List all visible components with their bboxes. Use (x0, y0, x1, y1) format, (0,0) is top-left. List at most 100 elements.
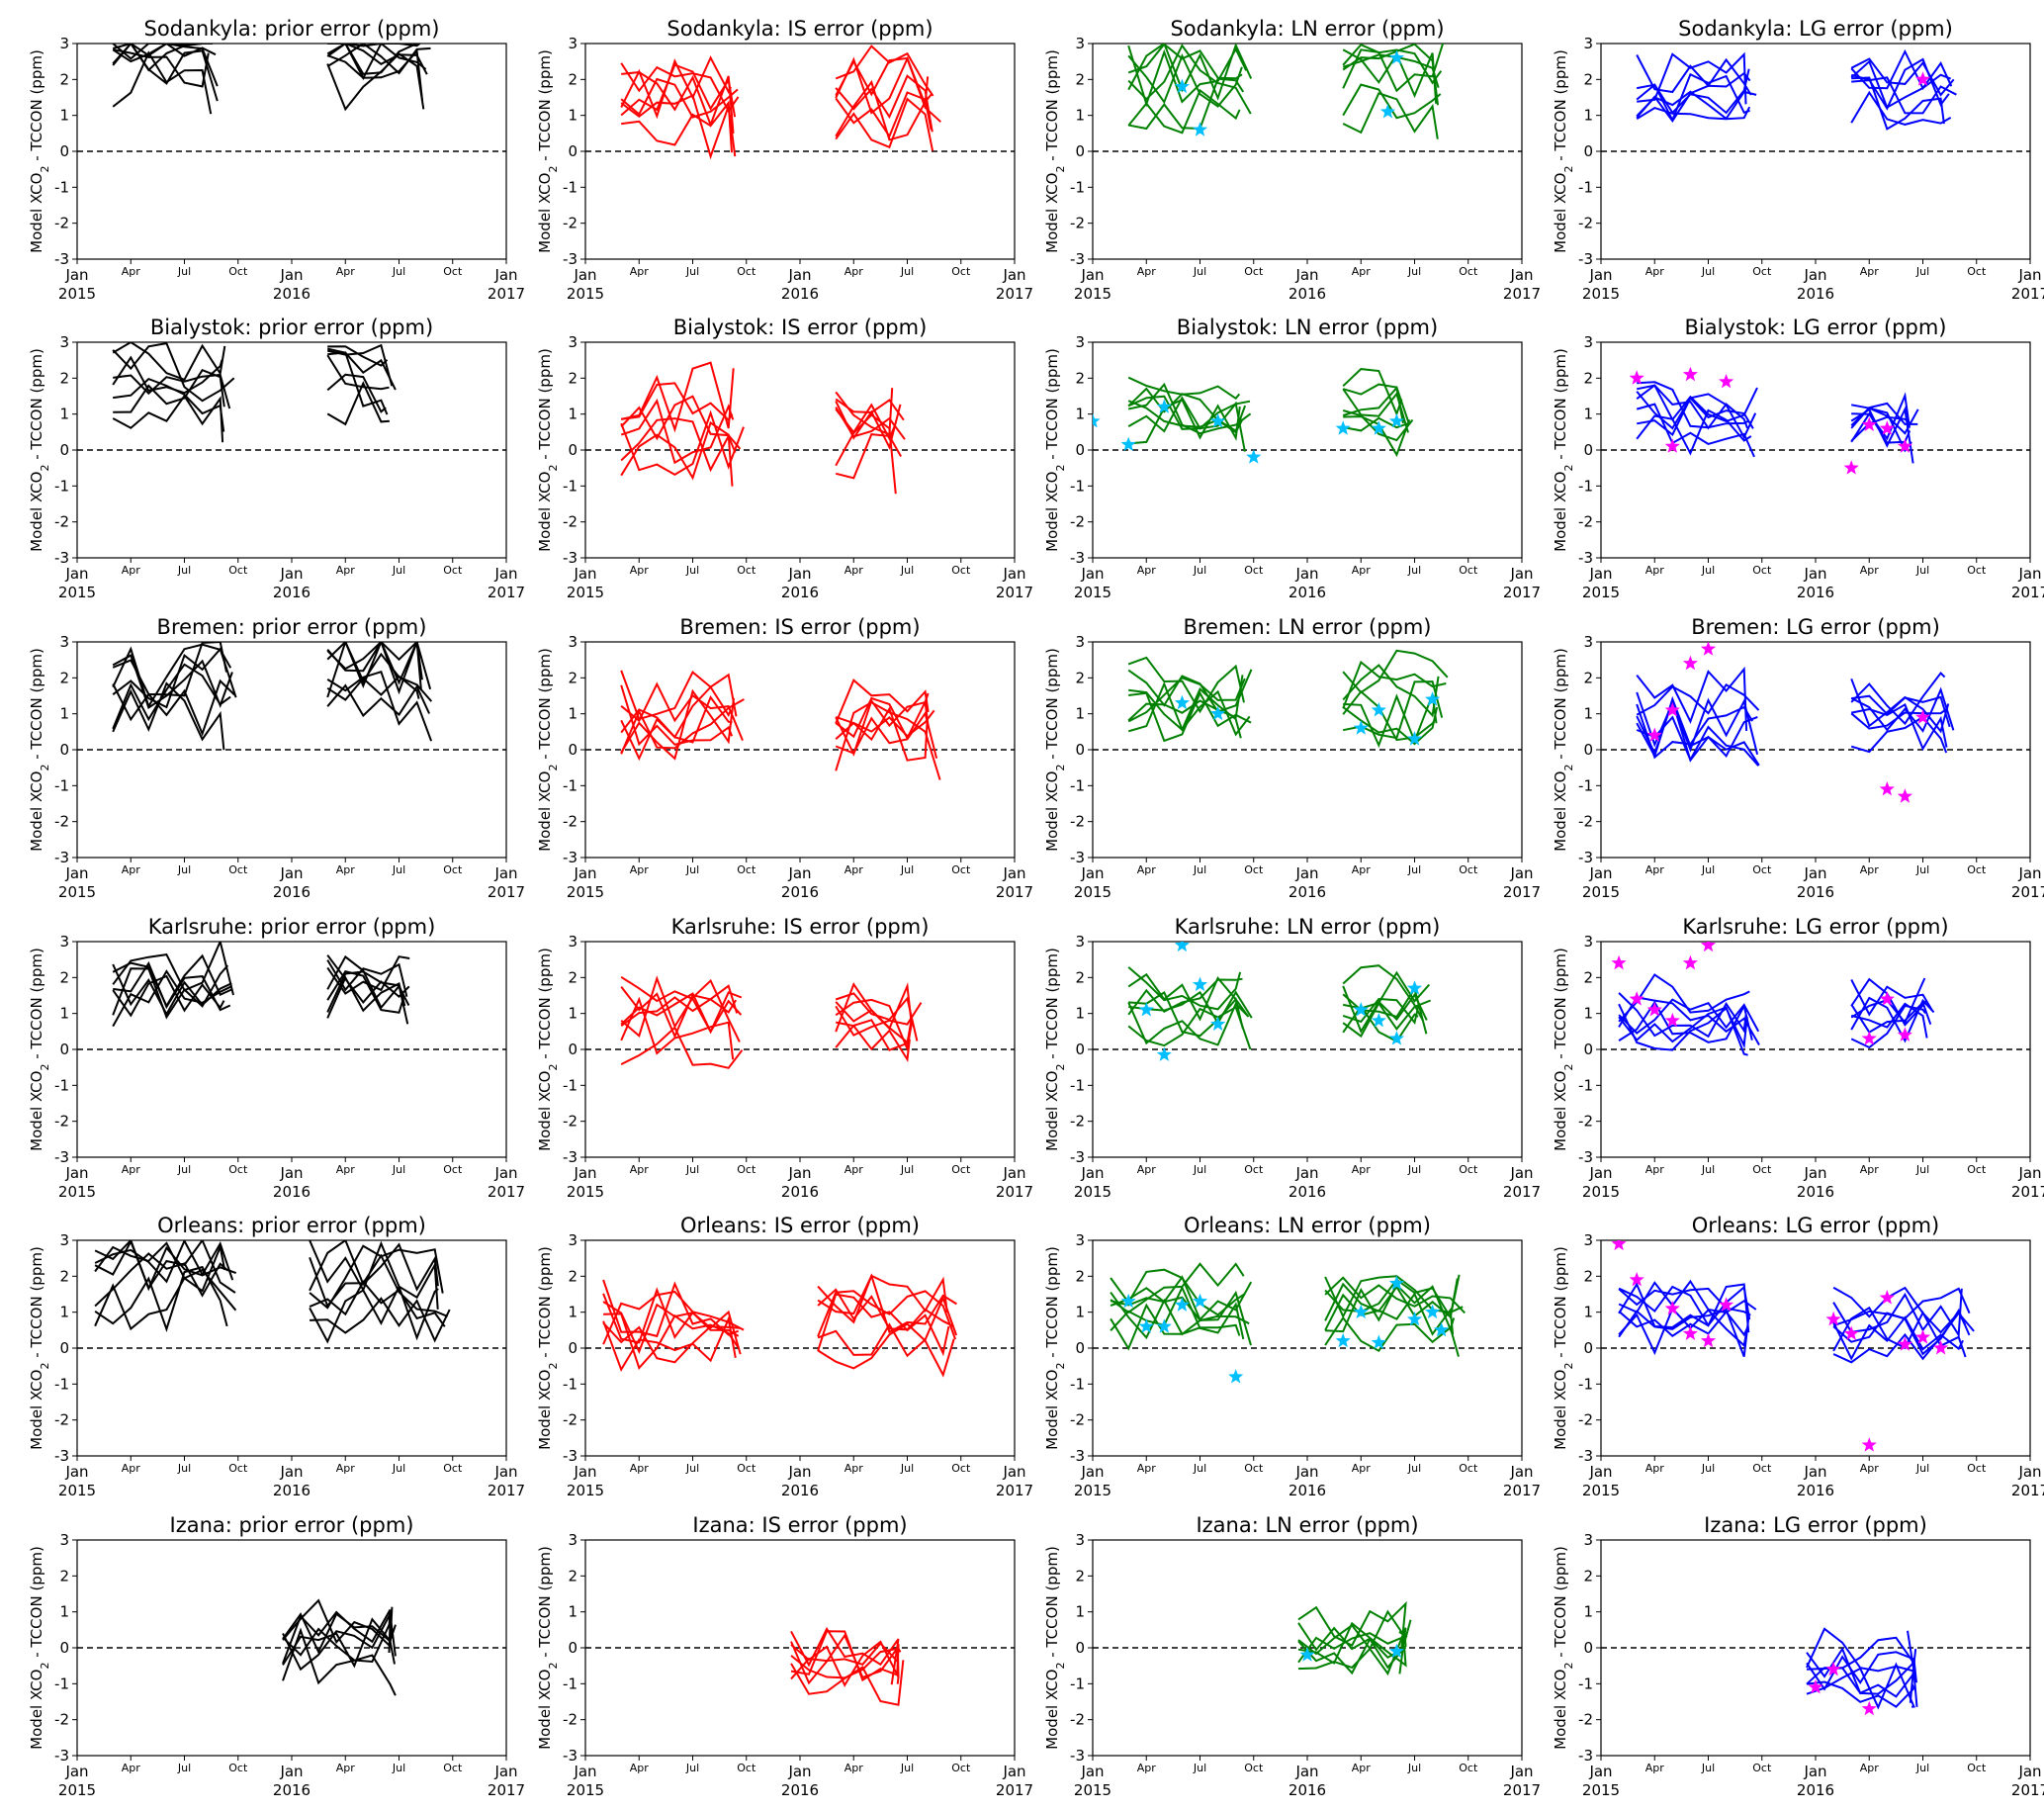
y-tick-label: 3 (1075, 35, 1085, 52)
x-tick-label: Oct (1967, 564, 1987, 577)
ensemble-line (326, 670, 433, 742)
ensemble-line (1127, 675, 1244, 722)
ensemble-line (602, 1315, 737, 1373)
x-tick-label: Jan (1294, 565, 1318, 583)
x-tick-label: Oct (1459, 265, 1478, 278)
x-tick-label: Apr (1137, 564, 1157, 577)
x-tick-label: Jan (573, 1463, 596, 1481)
ensemble-line (835, 992, 919, 1041)
observation-star (1719, 1297, 1734, 1312)
ensemble-line (620, 670, 738, 721)
x-year-label: 2016 (273, 1482, 311, 1499)
ensemble-line (835, 998, 913, 1053)
y-tick-label: -2 (54, 215, 69, 232)
x-tick-label: Jan (279, 1463, 303, 1481)
y-tick-label: 3 (568, 1231, 578, 1249)
ensemble-line (1850, 708, 1947, 730)
ensemble-line (1636, 90, 1757, 121)
x-tick-label: Apr (122, 1163, 141, 1176)
y-tick-label: -1 (1578, 1076, 1593, 1094)
ensemble-line (1127, 669, 1253, 713)
y-tick-label: 1 (1583, 1603, 1593, 1621)
x-tick-label: Jan (64, 1164, 88, 1182)
y-tick-label: -1 (54, 776, 69, 794)
y-tick-label: 1 (59, 705, 69, 723)
ensemble-line (94, 1240, 234, 1284)
y-tick-label: 3 (1075, 1231, 1085, 1249)
ensemble-line (1636, 666, 1748, 732)
x-tick-label: Jan (2017, 1164, 2041, 1182)
ensemble-line (835, 91, 933, 138)
ensemble-line (835, 1002, 923, 1037)
x-tick-label: Jan (1002, 1164, 1025, 1182)
ensemble-line (1851, 404, 1919, 435)
x-tick-label: Jan (787, 1763, 811, 1780)
observation-star (1664, 438, 1680, 453)
y-tick-label: 3 (1075, 1531, 1085, 1549)
y-tick-label: 3 (1075, 633, 1085, 651)
observation-star (1646, 727, 1662, 742)
ensemble-line (790, 1642, 900, 1680)
observation-star (1425, 691, 1441, 706)
ensemble-line (112, 394, 224, 443)
x-tick-label: Jul (1915, 863, 1929, 876)
ensemble-line (112, 679, 235, 737)
ensemble-line (326, 959, 408, 997)
ensemble-line (620, 361, 735, 433)
y-tick-label: -3 (1578, 1447, 1593, 1465)
y-tick-label: -1 (1578, 178, 1593, 196)
x-tick-label: Jan (1509, 864, 1533, 882)
panel-title: Karlsruhe: LN error (ppm) (1175, 915, 1441, 939)
ensemble-line (1324, 1292, 1455, 1336)
observation-star (1192, 122, 1208, 136)
ensemble-line (1297, 1627, 1407, 1676)
observation-star (1335, 1332, 1351, 1348)
observation-star (1425, 1304, 1441, 1319)
x-tick-label: Jan (1294, 1463, 1318, 1481)
x-year-label: 2015 (58, 883, 96, 901)
ensemble-line (94, 1241, 226, 1293)
x-year-label: 2017 (488, 1183, 525, 1201)
y-tick-label: -2 (1070, 513, 1085, 531)
ensemble-line (835, 45, 934, 97)
ensemble-line (835, 692, 930, 757)
series-group (1110, 1262, 1466, 1384)
x-tick-label: Jan (1803, 1164, 1826, 1182)
observation-star (1808, 1679, 1823, 1694)
ensemble-line (112, 969, 231, 1028)
y-tick-label: 3 (1583, 633, 1593, 651)
y-tick-label: -3 (54, 1148, 69, 1166)
x-tick-label: Apr (1352, 863, 1372, 876)
ensemble-line (326, 642, 422, 690)
y-tick-label: 3 (568, 35, 578, 52)
x-year-label: 2015 (567, 1781, 604, 1799)
x-tick-label: Jul (1407, 564, 1421, 577)
y-axis-label: Model XCO2 - TCCON (ppm) (28, 348, 51, 552)
ensemble-line (326, 44, 421, 81)
x-tick-label: Oct (443, 1762, 463, 1774)
series-group (1127, 942, 1432, 1061)
x-tick-label: Jul (900, 863, 914, 876)
x-tick-label: Oct (1752, 564, 1772, 577)
x-tick-label: Jul (1701, 564, 1715, 577)
y-tick-label: 0 (1583, 142, 1593, 160)
y-tick-label: 2 (568, 669, 578, 686)
ensemble-line (1832, 1306, 1967, 1358)
x-tick-label: Jul (1915, 564, 1929, 577)
panel-title: Orleans: LG error (ppm) (1692, 1214, 1939, 1237)
x-tick-label: Jan (1294, 864, 1318, 882)
y-tick-label: -1 (1578, 477, 1593, 495)
x-year-label: 2016 (1289, 285, 1326, 303)
x-tick-label: Oct (951, 1163, 971, 1176)
x-year-label: 2017 (488, 285, 525, 303)
y-tick-label: 2 (1583, 968, 1593, 986)
y-tick-label: 2 (59, 1567, 69, 1585)
ensemble-line (1618, 1003, 1748, 1051)
y-tick-label: 0 (1583, 1339, 1593, 1357)
ensemble-line (835, 1001, 914, 1044)
